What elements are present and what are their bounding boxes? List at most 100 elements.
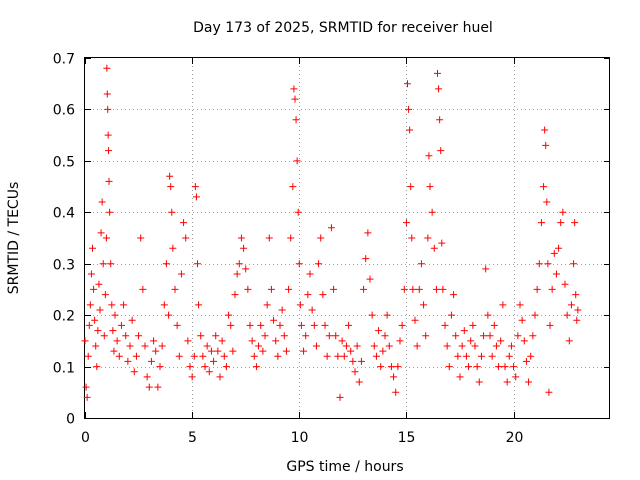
data-point <box>97 229 105 237</box>
data-point <box>315 260 323 268</box>
data-point <box>398 321 406 329</box>
data-point <box>195 301 203 309</box>
data-point <box>310 321 318 329</box>
data-point <box>516 301 524 309</box>
data-point <box>383 311 391 319</box>
data-point <box>571 219 579 227</box>
x-axis-label: GPS time / hours <box>286 459 403 475</box>
data-point <box>84 352 92 360</box>
data-point <box>338 337 346 345</box>
data-point <box>120 301 128 309</box>
data-point <box>122 332 130 340</box>
data-point <box>150 337 158 345</box>
data-point <box>113 337 121 345</box>
data-point <box>518 316 526 324</box>
data-point <box>375 327 383 335</box>
data-point <box>252 363 260 371</box>
data-point <box>92 342 100 350</box>
data-point <box>297 321 305 329</box>
data-point <box>357 357 365 365</box>
data-point <box>135 332 143 340</box>
data-point <box>552 270 560 278</box>
data-point <box>402 219 410 227</box>
data-point <box>96 306 104 314</box>
data-point <box>505 352 513 360</box>
data-point <box>81 337 89 345</box>
data-point <box>111 311 119 319</box>
data-point <box>355 378 363 386</box>
data-point <box>98 198 106 206</box>
y-tick-label: 0.6 <box>53 103 75 119</box>
data-point <box>106 208 114 216</box>
y-tick-label: 0.7 <box>53 52 75 68</box>
data-point <box>394 363 402 371</box>
data-point <box>460 327 468 335</box>
data-point <box>104 131 112 139</box>
data-point <box>531 311 539 319</box>
data-point <box>300 347 308 355</box>
data-point <box>190 352 198 360</box>
data-point <box>82 383 90 391</box>
data-point <box>514 332 522 340</box>
data-point <box>141 342 149 350</box>
data-point <box>166 172 174 180</box>
data-point <box>417 260 425 268</box>
data-point <box>415 285 423 293</box>
data-point <box>441 321 449 329</box>
y-tick-label: 0.3 <box>53 258 75 274</box>
data-point <box>295 260 303 268</box>
data-point <box>353 342 361 350</box>
data-point <box>248 337 256 345</box>
data-point <box>87 270 95 278</box>
plot-frame <box>84 57 610 419</box>
data-point <box>438 239 446 247</box>
data-point <box>542 141 550 149</box>
data-point <box>445 363 453 371</box>
data-point <box>537 219 545 227</box>
data-point <box>533 285 541 293</box>
data-point <box>109 327 117 335</box>
data-point <box>180 219 188 227</box>
data-point <box>115 352 123 360</box>
data-point <box>128 316 136 324</box>
data-point <box>387 363 395 371</box>
x-tick-label: 0 <box>81 430 90 446</box>
data-point <box>306 270 314 278</box>
data-point <box>137 234 145 242</box>
data-point <box>169 244 177 252</box>
data-point <box>267 285 275 293</box>
data-point <box>499 301 507 309</box>
data-point <box>567 301 575 309</box>
data-point <box>477 352 485 360</box>
grid <box>85 58 610 418</box>
data-point <box>201 363 209 371</box>
data-point <box>86 301 94 309</box>
y-axis-label: SRMTID / TECUs <box>6 182 22 295</box>
data-point <box>216 373 224 381</box>
data-point <box>407 183 415 191</box>
data-point <box>156 363 164 371</box>
data-point <box>175 352 183 360</box>
data-point <box>162 260 170 268</box>
data-point <box>434 69 441 77</box>
data-point <box>244 285 252 293</box>
data-point <box>452 332 460 340</box>
data-point <box>439 285 447 293</box>
data-point <box>188 373 196 381</box>
data-point <box>207 347 215 355</box>
data-point <box>171 285 179 293</box>
data-point <box>296 301 304 309</box>
data-point <box>574 306 582 314</box>
data-point <box>520 337 528 345</box>
data-point <box>392 388 400 396</box>
data-point <box>503 378 511 386</box>
data-point <box>469 321 477 329</box>
data-point <box>563 311 571 319</box>
data-point <box>218 337 226 345</box>
data-point <box>250 352 258 360</box>
data-point <box>377 363 385 371</box>
data-point <box>454 352 462 360</box>
data-point <box>480 332 488 340</box>
data-point <box>199 352 207 360</box>
data-point <box>372 352 380 360</box>
